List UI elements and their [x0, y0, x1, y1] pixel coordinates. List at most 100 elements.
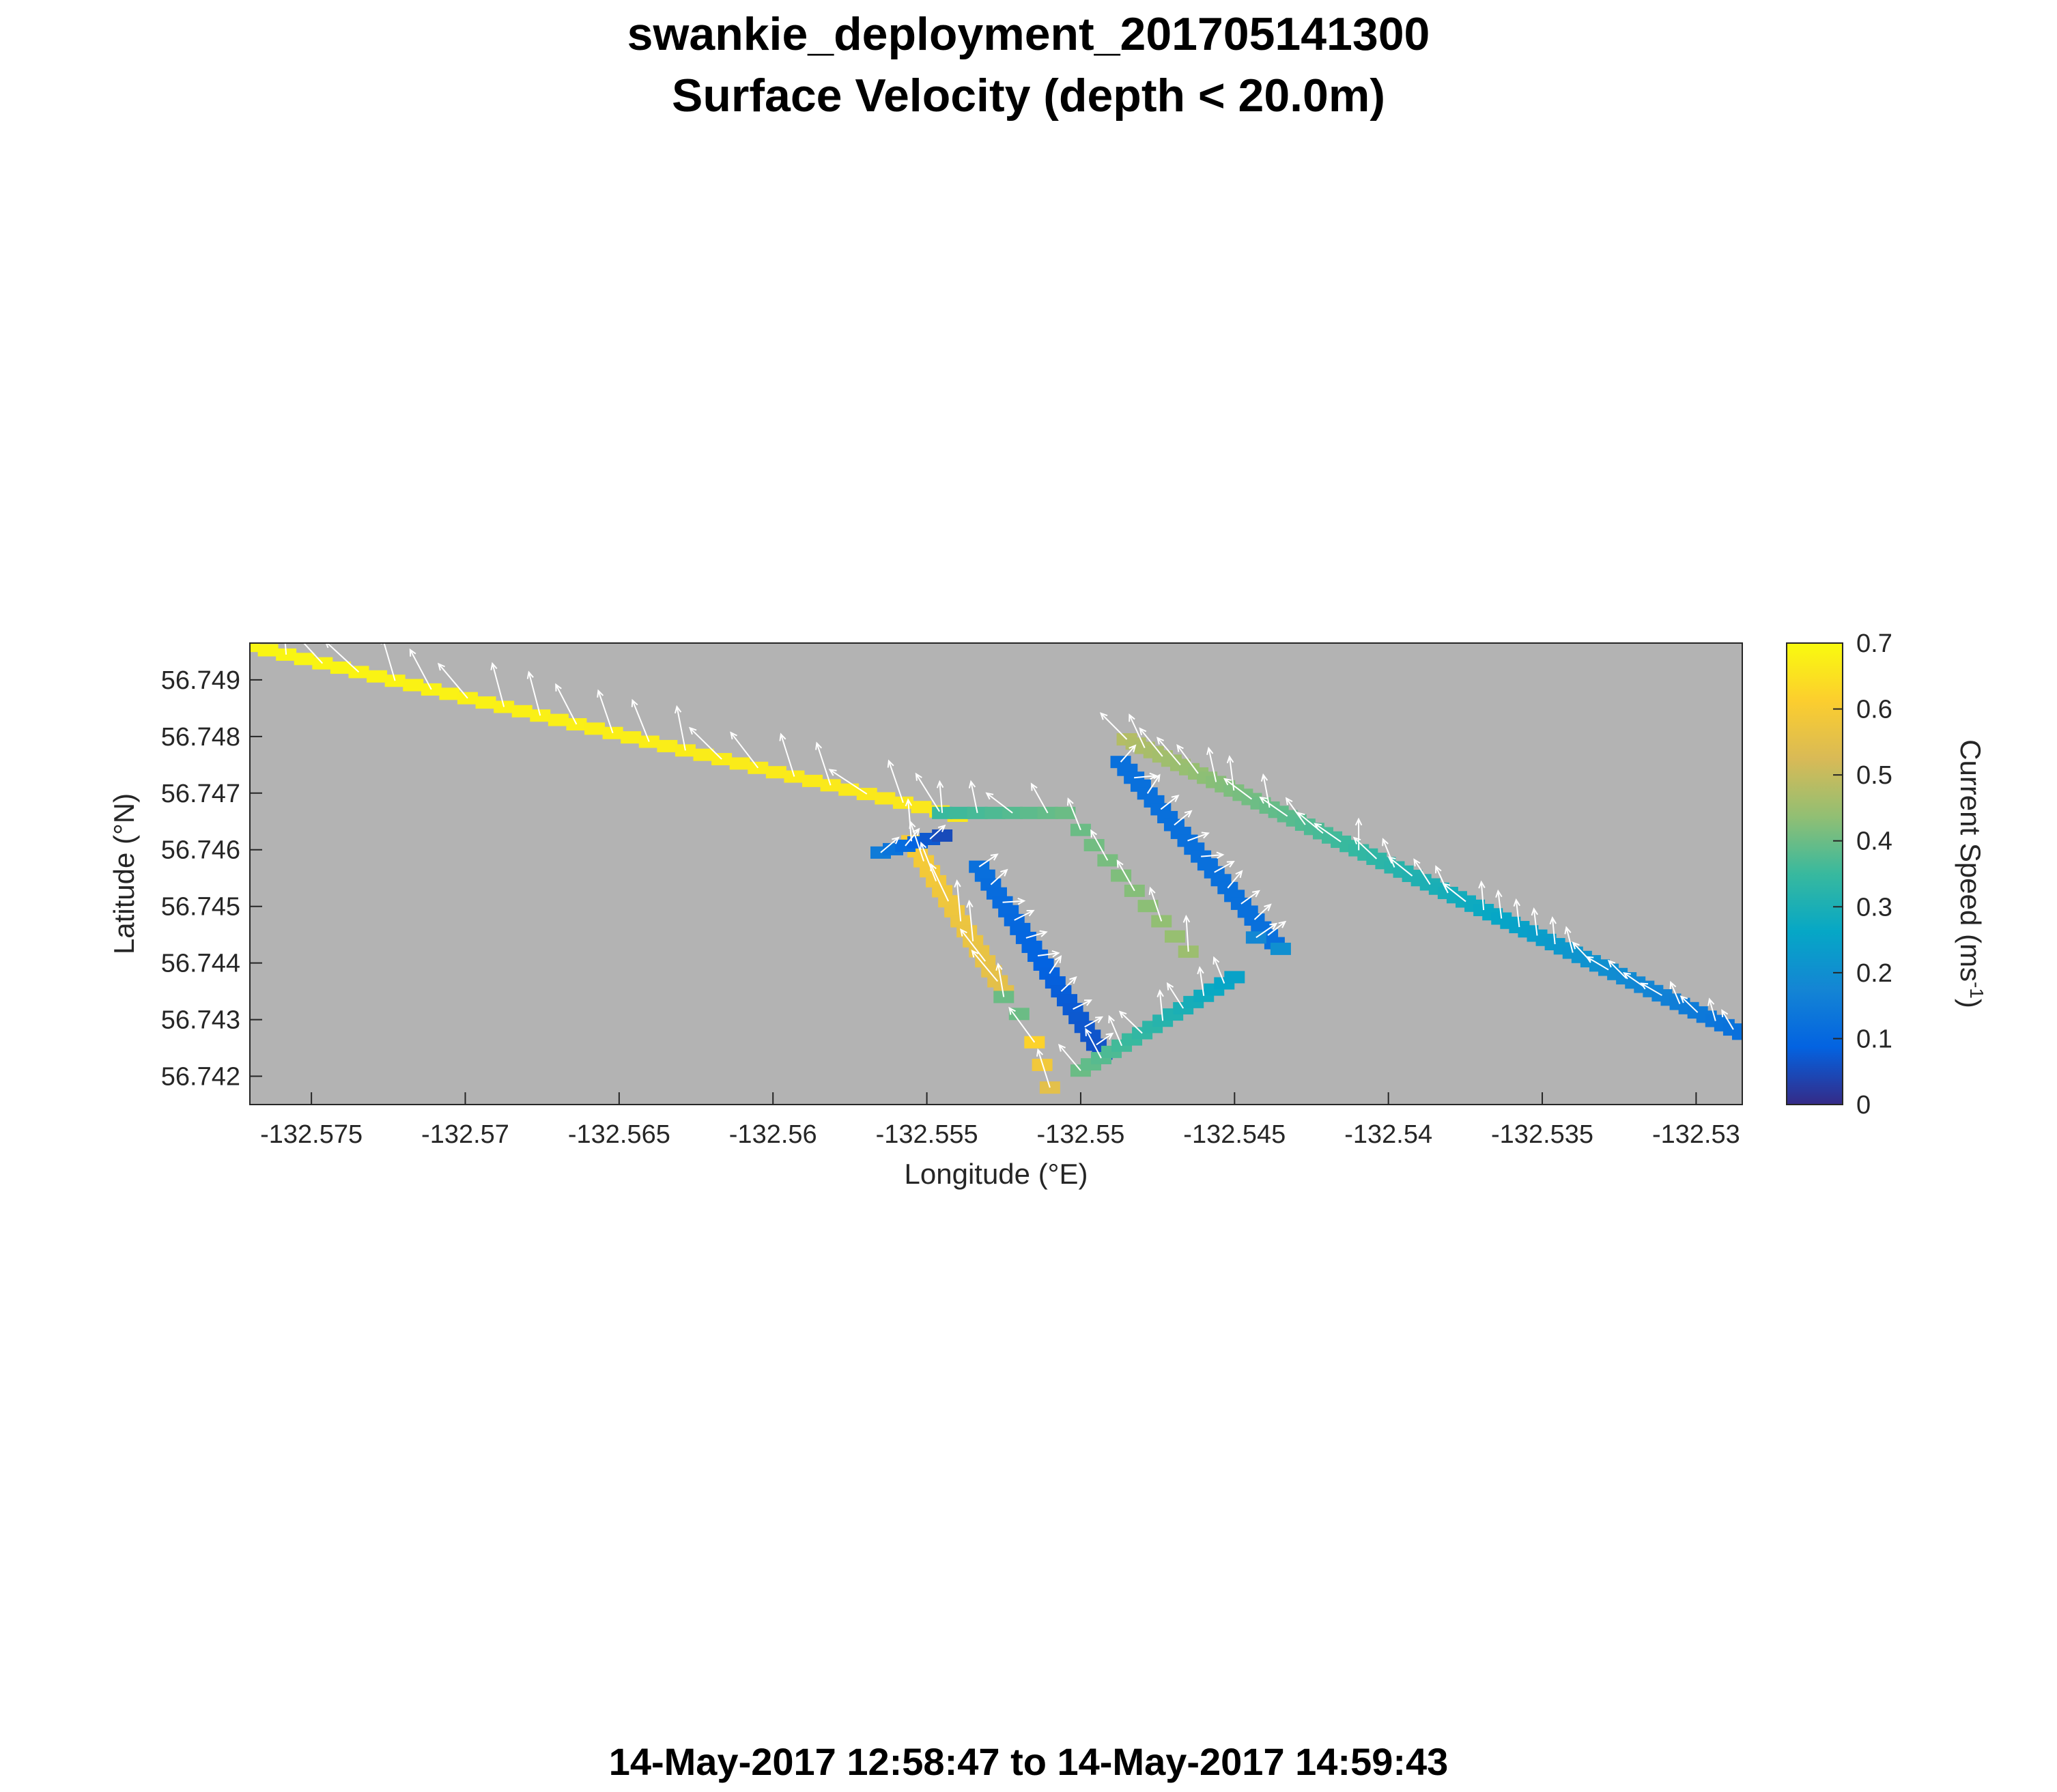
east-dark-leg-arrow — [1160, 795, 1179, 810]
colorbar-gradient — [1786, 642, 1843, 1105]
junction-track-arrow — [970, 781, 978, 814]
northwest-track-cell — [693, 748, 714, 761]
east-dark-leg-arrow — [1267, 921, 1286, 936]
west-leg-tail-arrowhead — [995, 962, 1003, 971]
northwest-track-arrow — [829, 769, 868, 795]
northwest-track-arrowhead — [292, 630, 298, 637]
northeast-track-arrowhead — [1513, 898, 1521, 907]
northwest-track-arrowhead — [915, 772, 922, 781]
northwest-track-arrow — [326, 643, 360, 673]
x-tick-label: -132.53 — [1652, 1120, 1740, 1149]
northwest-track-arrowhead — [631, 698, 638, 707]
northwest-track-arrowhead — [688, 726, 697, 735]
east-dark-leg-arrow — [1146, 774, 1161, 794]
west-dark-cluster-arrow — [880, 837, 899, 853]
northeast-track-arrowhead — [1640, 982, 1649, 990]
northeast-track-arrow — [1608, 960, 1627, 979]
middle-dark-leg-arrowhead — [1017, 898, 1026, 905]
colorbar-tick-label: 0.1 — [1856, 1025, 1892, 1053]
east-dark-leg-arrowhead — [1264, 903, 1272, 911]
mid-scatter-cell — [1111, 869, 1132, 882]
colorbar-tick-label: 0.4 — [1856, 827, 1892, 856]
southeast-return-arrowhead — [1166, 982, 1174, 991]
east-connector-arrow — [1256, 923, 1277, 939]
east-dark-leg-arrowhead — [1278, 920, 1287, 928]
northeast-track-arrowhead — [1296, 812, 1305, 820]
west-leg-arrowhead — [930, 863, 937, 872]
chart-title: swankie_deployment_201705141300 — [627, 8, 1430, 60]
colorbar-tick-label: 0.7 — [1856, 629, 1892, 658]
east-connector-arrowhead — [1269, 922, 1278, 930]
y-tick-label: 56.749 — [161, 666, 240, 695]
west-leg-arrow — [971, 950, 999, 982]
west-leg-arrow — [909, 821, 925, 862]
northeast-track-arrowhead — [1226, 755, 1234, 764]
northeast-track-arrow — [1480, 881, 1485, 911]
northwest-track-cell — [657, 739, 678, 752]
northwest-track-cell — [548, 713, 569, 726]
west-dark-cluster-arrow — [929, 825, 946, 840]
southeast-return-arrowhead — [1212, 956, 1220, 965]
mid-scatter-arrow — [1116, 860, 1135, 892]
east-dark-leg-arrowhead — [1184, 810, 1193, 818]
y-tick-label: 56.743 — [161, 1006, 240, 1035]
northeast-track-arrow — [1286, 797, 1306, 825]
northeast-track-arrow — [1129, 714, 1146, 748]
northeast-track-arrowhead — [1352, 836, 1361, 844]
northeast-track-arrowhead — [1478, 880, 1486, 889]
northeast-track-arrow — [1680, 995, 1699, 1013]
northwest-track-arrowhead — [437, 662, 445, 671]
northwest-track-arrow — [888, 760, 904, 803]
southeast-return-arrow — [1058, 1044, 1081, 1071]
mid-scatter-arrowhead — [1182, 914, 1191, 923]
northeast-track-arrow — [1443, 883, 1466, 902]
northeast-track-arrowhead — [1099, 712, 1108, 720]
junction-track-arrowhead — [1030, 782, 1038, 791]
southeast-return-arrow — [1213, 957, 1225, 984]
middle-dark-leg-arrow — [1002, 900, 1025, 903]
southeast-return-arrow — [1167, 983, 1184, 1009]
northwest-track-cell — [367, 670, 388, 683]
colorbar-tick-label: 0.3 — [1856, 893, 1892, 922]
northeast-track-arrowhead — [1721, 1009, 1729, 1018]
mid-scatter-arrow — [1149, 887, 1163, 922]
southeast-return-arrowhead — [1118, 1010, 1127, 1019]
northeast-track-arrow — [1533, 909, 1538, 936]
y-tick-label: 56.745 — [161, 893, 240, 922]
northeast-track-arrow — [1586, 956, 1609, 971]
junction-track-arrow — [1031, 783, 1049, 814]
northeast-track-arrowhead — [1679, 995, 1688, 1004]
east-dark-leg-arrow — [1214, 861, 1234, 873]
northwest-track-cell — [475, 696, 496, 709]
x-tick-label: -132.54 — [1344, 1120, 1432, 1149]
west-leg-tail-arrow — [997, 963, 1005, 997]
west-dark-cluster-arrowhead — [912, 827, 920, 836]
northwest-track-cell — [250, 643, 260, 653]
x-tick-label: -132.545 — [1183, 1120, 1286, 1149]
northeast-track-arrow — [1100, 713, 1128, 740]
southeast-return-arrowhead — [1197, 966, 1204, 975]
west-leg-arrow — [960, 929, 987, 962]
northeast-track-arrowhead — [1435, 865, 1442, 874]
east-dark-leg-arrowhead — [1149, 772, 1158, 780]
northwest-track-arrow — [689, 727, 722, 760]
west-leg-arrowhead — [905, 798, 913, 807]
middle-dark-leg-arrowhead — [1095, 1016, 1104, 1023]
mid-scatter-cell — [1137, 900, 1159, 913]
y-tick-label: 56.744 — [161, 950, 240, 978]
junction-track-cell — [984, 806, 1006, 819]
junction-track-arrow — [986, 793, 1013, 814]
northwest-track-arrowhead — [325, 643, 332, 649]
y-axis-title: Latitude (°N) — [108, 793, 140, 954]
west-leg-arrowhead — [920, 841, 927, 850]
mid-scatter-cell — [1083, 839, 1105, 852]
northwest-track-arrow — [250, 644, 251, 646]
x-tick-label: -132.56 — [729, 1120, 817, 1149]
northwest-track-cell — [330, 662, 351, 674]
colorbar-label: Current Speed (ms-1) — [1955, 739, 1987, 1008]
northwest-track-arrowhead — [887, 759, 894, 768]
northwest-track-arrowhead — [555, 683, 562, 692]
northeast-track-arrowhead — [1442, 883, 1451, 891]
west-leg-cell — [969, 945, 990, 958]
northeast-track-arrowhead — [1495, 889, 1503, 898]
